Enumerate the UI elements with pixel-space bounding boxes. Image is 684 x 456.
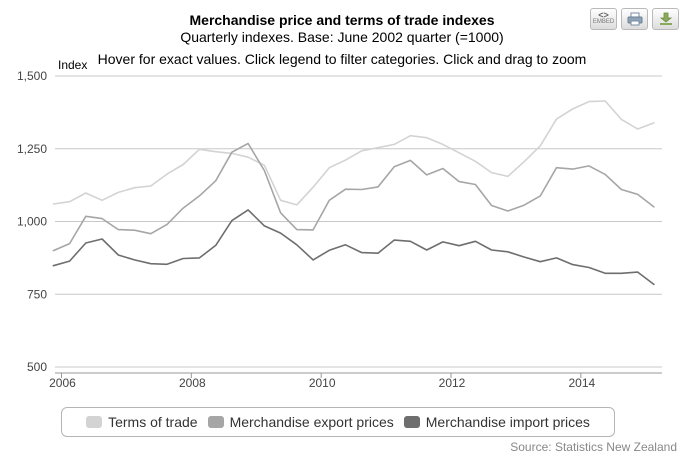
series-line-import-prices[interactable] xyxy=(52,209,655,286)
y-axis-title: Index xyxy=(58,58,88,72)
download-button[interactable] xyxy=(652,8,679,30)
legend-swatch-terms-of-trade xyxy=(86,416,103,428)
legend-item-export-prices[interactable]: Merchandise export prices xyxy=(207,414,394,430)
source-credit: Source: Statistics New Zealand xyxy=(510,440,677,454)
chart-hint: Hover for exact values. Click legend to … xyxy=(97,51,587,67)
legend-label: Terms of trade xyxy=(108,414,198,430)
legend-swatch-export-prices xyxy=(207,416,224,428)
x-tick-label: 2014 xyxy=(568,376,595,390)
y-tick-label: 1,500 xyxy=(17,69,47,83)
chart-title: Merchandise price and terms of trade ind… xyxy=(189,12,495,28)
print-button[interactable] xyxy=(621,8,648,30)
embed-label: EMBED xyxy=(592,19,615,25)
legend-item-terms-of-trade[interactable]: Terms of trade xyxy=(86,414,198,430)
y-tick-label: 500 xyxy=(27,360,47,374)
chart-subtitle: Quarterly indexes. Base: June 2002 quart… xyxy=(180,29,504,45)
series-line-export-prices[interactable] xyxy=(52,142,655,252)
legend-label: Merchandise import prices xyxy=(425,414,590,430)
legend: Terms of trade Merchandise export prices… xyxy=(61,407,615,437)
download-icon xyxy=(659,12,672,25)
x-tick-label: 2010 xyxy=(309,376,336,390)
embed-button[interactable]: <> EMBED xyxy=(590,8,617,30)
printer-icon xyxy=(627,12,642,26)
legend-label: Merchandise export prices xyxy=(229,414,394,430)
x-tick-label: 2012 xyxy=(439,376,466,390)
legend-item-import-prices[interactable]: Merchandise import prices xyxy=(403,414,590,430)
embed-code-icon: <> xyxy=(598,10,609,20)
y-tick-label: 1,000 xyxy=(17,215,47,229)
y-tick-label: 750 xyxy=(27,287,47,301)
series-line-terms-of-trade[interactable] xyxy=(52,100,655,206)
legend-swatch-import-prices xyxy=(403,416,420,428)
x-tick-label: 2008 xyxy=(179,376,206,390)
x-tick-label: 2006 xyxy=(49,376,76,390)
y-tick-label: 1,250 xyxy=(17,142,47,156)
